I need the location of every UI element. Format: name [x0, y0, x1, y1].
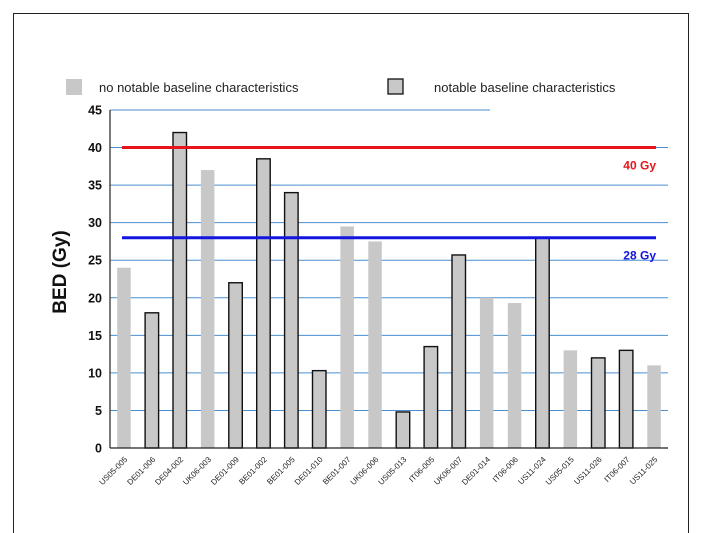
y-tick-label: 10	[88, 366, 102, 380]
y-axis-ticks: 0 5 10 15 20 25 30 35 40 45	[88, 104, 102, 456]
bar-notable	[144, 312, 160, 449]
bar	[340, 226, 354, 448]
x-tick-label: BE01-007	[321, 455, 353, 487]
y-tick-label: 35	[88, 179, 102, 193]
bar-notable	[395, 411, 411, 449]
x-tick-label: BE01-005	[265, 455, 297, 487]
bar	[479, 297, 494, 448]
y-tick-label: 30	[88, 216, 102, 230]
bar	[563, 350, 578, 448]
x-tick-label: UK06-003	[181, 455, 213, 487]
bar-notable	[283, 191, 299, 449]
reference-line-label: 40 Gy	[623, 159, 656, 173]
reference-line-label: 28 Gy	[623, 249, 656, 263]
legend-swatch-notable	[387, 78, 404, 95]
y-tick-label: 45	[88, 104, 102, 118]
x-tick-label: DE04-002	[153, 455, 185, 487]
x-tick-label: DE01-010	[293, 455, 325, 487]
y-tick-label: 5	[95, 404, 102, 418]
bar-notable	[256, 158, 271, 449]
x-tick-label: DE01-014	[460, 455, 492, 487]
bar	[647, 365, 661, 448]
x-tick-label: US11-026	[572, 455, 604, 487]
x-tick-label: US05-005	[98, 455, 130, 487]
x-tick-label: DE01-009	[209, 455, 241, 487]
legend-label-notable: notable baseline characteristics	[434, 80, 616, 95]
x-tick-label: US05-013	[377, 455, 409, 487]
x-tick-label: US11-025	[628, 455, 660, 487]
bar-notable	[228, 282, 244, 449]
bar-notable	[535, 236, 550, 449]
y-tick-label: 20	[88, 291, 102, 305]
legend-label-no-notable: no notable baseline characteristics	[99, 80, 299, 95]
bar	[507, 303, 522, 448]
bar	[200, 170, 215, 449]
legend-swatch-no-notable	[66, 79, 82, 95]
bar-notable	[172, 131, 188, 449]
bar-notable	[423, 345, 439, 449]
x-tick-label: US05-015	[544, 455, 576, 487]
y-axis-label: BED (Gy)	[50, 230, 71, 313]
x-tick-label: UK06-006	[349, 455, 381, 487]
bar-notable	[311, 369, 327, 449]
bars	[117, 131, 661, 449]
x-axis-category-labels: US05-005DE01-006DE04-002UK06-003DE01-009…	[98, 455, 660, 487]
reference-lines: 40 Gy 28 Gy	[122, 146, 656, 263]
y-tick-label: 40	[88, 141, 102, 155]
x-tick-label: BE01-002	[237, 455, 269, 487]
bar	[117, 267, 131, 448]
legend: no notable baseline characteristics nota…	[66, 78, 616, 95]
bar-chart: no notable baseline characteristics nota…	[50, 78, 668, 487]
x-tick-label: US11-024	[516, 455, 548, 487]
gridlines	[110, 109, 668, 411]
y-tick-label: 0	[95, 442, 102, 456]
chart-frame	[13, 13, 689, 533]
bar-notable	[618, 349, 634, 449]
bar-notable	[590, 357, 606, 449]
bar	[368, 241, 382, 448]
x-tick-label: DE01-006	[125, 455, 157, 487]
y-tick-label: 25	[88, 254, 102, 268]
x-tick-label: UK06-007	[432, 455, 464, 487]
y-tick-label: 15	[88, 329, 102, 343]
bar-notable	[451, 254, 467, 449]
